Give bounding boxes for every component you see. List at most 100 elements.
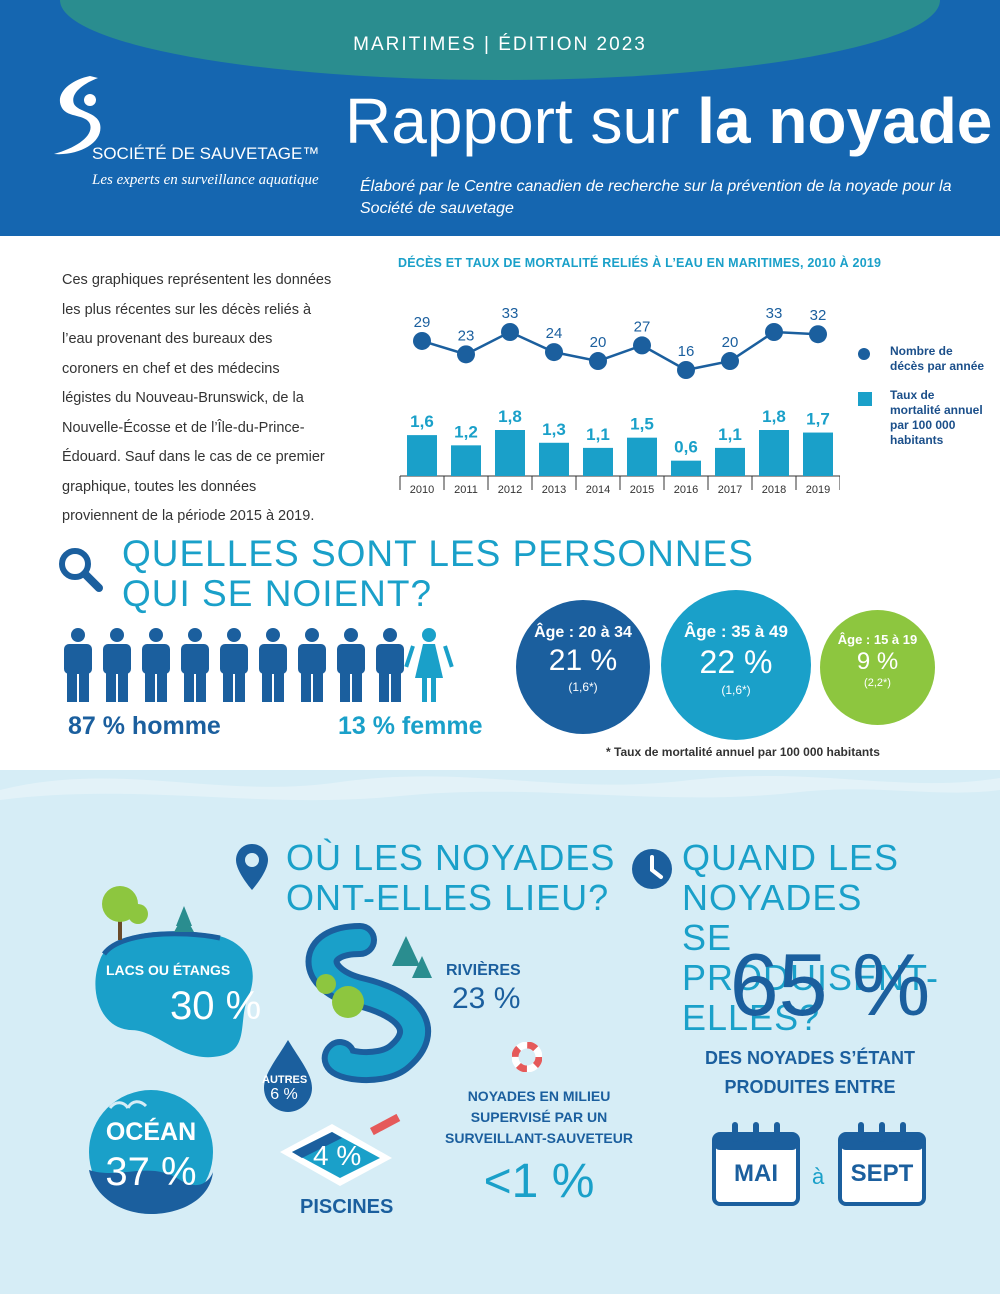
- gender-pictogram: [64, 628, 454, 702]
- calendar-icon-to: SEPT: [838, 1122, 926, 1206]
- when-title: QUAND LES NOYADES SE PRODUISENT-ELLES?: [682, 838, 1000, 1038]
- year-tick-label: 2018: [762, 484, 786, 496]
- deaths-label: 20: [722, 334, 739, 351]
- rate-bar-label: 1,8: [762, 407, 786, 426]
- male-icon: [337, 628, 365, 702]
- supervised-percentage: <1 %: [483, 1155, 595, 1208]
- page-title: Rapport sur la noyade: [345, 84, 992, 158]
- rate-bar-label: 1,1: [586, 425, 610, 444]
- tree-icon: [392, 936, 420, 966]
- year-tick-label: 2016: [674, 484, 698, 496]
- year-tick-label: 2011: [454, 484, 478, 496]
- legend-square-marker: [858, 392, 872, 406]
- footnote: * Taux de mortalité annuel par 100 000 h…: [606, 745, 880, 759]
- deaths-point: [809, 325, 827, 344]
- rate-bar-label: 1,2: [454, 422, 478, 441]
- deaths-point: [765, 323, 783, 341]
- male-icon: [181, 628, 209, 702]
- deaths-label: 20: [590, 334, 607, 351]
- where-title-line2: ONT-ELLES LIEU?: [286, 877, 610, 918]
- deaths-line: [421, 330, 819, 372]
- age-percentage: 21 %: [548, 644, 618, 677]
- year-tick-label: 2013: [542, 484, 566, 496]
- pools-label: PISCINES: [300, 1196, 394, 1218]
- rivers-label: RIVIÈRES: [446, 962, 521, 979]
- lakes-percentage: 30 %: [170, 984, 262, 1028]
- age-range: Âge : 35 à 49: [684, 622, 788, 641]
- chart-legend: Nombre de décès par année Taux de mortal…: [858, 344, 988, 462]
- intro-paragraph: Ces graphiques représentent les données …: [62, 272, 332, 524]
- male-icon: [259, 628, 287, 702]
- calendar-icon-from: MAI: [712, 1122, 800, 1206]
- year-tick-label: 2017: [718, 484, 742, 496]
- year-tick-label: 2015: [630, 484, 654, 496]
- lifesaving-society-logo-icon: [54, 76, 101, 155]
- rate-bar-label: 0,6: [674, 438, 698, 457]
- search-icon: [59, 548, 103, 592]
- deaths-label: 33: [766, 305, 783, 322]
- year-tick-label: 2014: [586, 484, 610, 496]
- legend-label-rate: Taux de mortalité annuel par 100 000 hab…: [890, 388, 983, 447]
- rate-bar: [715, 447, 745, 476]
- male-icon: [103, 628, 131, 702]
- who-title-line1: QUELLES SONT LES PERSONNES: [122, 533, 754, 574]
- year-tick-label: 2019: [806, 484, 830, 496]
- deaths-label: 33: [502, 305, 519, 322]
- month-from: MAI: [734, 1160, 778, 1187]
- legend-item-deaths: Nombre de décès par année: [858, 344, 988, 374]
- age-bubble-15-19: Âge : 15 à 19 9 % (2,2*): [820, 610, 935, 725]
- clock-icon: [632, 849, 672, 889]
- deaths-point: [589, 352, 607, 371]
- title-light: Rapport sur: [345, 85, 698, 157]
- deaths-point: [545, 343, 563, 362]
- edition-label: MARITIMES | ÉDITION 2023: [353, 34, 647, 55]
- when-title-line1: QUAND LES NOYADES: [682, 837, 900, 918]
- pools-percentage: 4 %: [313, 1140, 362, 1171]
- deaths-point: [501, 323, 519, 341]
- age-range: Âge : 20 à 34: [534, 624, 632, 641]
- rate-bar-label: 1,5: [630, 415, 654, 434]
- when-title-line2: SE PRODUISENT-ELLES?: [682, 917, 940, 1038]
- deaths-label: 32: [810, 307, 827, 324]
- age-percentage: 9 %: [856, 648, 899, 675]
- rate-bar-label: 1,3: [542, 420, 566, 439]
- rate-bar: [495, 430, 525, 476]
- who-title: QUELLES SONT LES PERSONNES QUI SE NOIENT…: [122, 534, 754, 614]
- age-rate: (1,6*): [568, 680, 598, 694]
- rivers-percentage: 23 %: [452, 982, 521, 1015]
- deaths-rate-chart: 1,6 2010 1,2 2011 1,8 2012 1,3 2013 1,1 2014 1,5 20…: [399, 305, 840, 496]
- calendar-icon: [712, 1122, 800, 1206]
- lakes-label: LACS OU ÉTANGS: [106, 962, 231, 978]
- men-percentage: 87 % homme: [68, 712, 221, 740]
- rate-bar: [671, 460, 701, 476]
- legend-item-rate: Taux de mortalité annuel par 100 000 hab…: [858, 388, 988, 448]
- legend-label-deaths: Nombre de décès par année: [890, 344, 985, 373]
- deaths-label: 16: [678, 343, 695, 360]
- calendar-icon: [838, 1122, 926, 1206]
- deaths-point: [413, 331, 431, 350]
- deaths-label: 29: [414, 314, 431, 331]
- when-percentage: 65 %: [729, 935, 931, 1034]
- deaths-point: [457, 345, 475, 364]
- title-bold: la noyade: [697, 85, 993, 157]
- rate-bar: [407, 435, 437, 476]
- rate-bar: [759, 430, 789, 476]
- when-subtitle: DES NOYADES S’ÉTANT PRODUITES ENTRE: [704, 1048, 916, 1097]
- women-percentage: 13 % femme: [338, 712, 483, 740]
- lifebuoy-icon: [512, 1042, 542, 1072]
- age-range: Âge : 15 à 19: [837, 632, 918, 647]
- legend-dot-marker: [858, 348, 870, 360]
- rate-bar: [627, 437, 657, 476]
- year-tick-label: 2010: [410, 484, 434, 496]
- where-illustration: [89, 886, 432, 1214]
- other-percentage: 6 %: [270, 1086, 298, 1103]
- male-icon: [142, 628, 170, 702]
- page-subtitle: Élaboré par le Centre canadien de recher…: [360, 178, 952, 217]
- where-title: OÙ LES NOYADES ONT-ELLES LIEU?: [286, 838, 615, 918]
- age-bubble-20-34: Âge : 20 à 34 21 % (1,6*): [516, 600, 650, 734]
- male-icon: [376, 628, 404, 702]
- other-label: AUTRES: [262, 1074, 308, 1086]
- ocean-label: OCÉAN: [105, 1118, 197, 1146]
- ocean-percentage: 37 %: [105, 1150, 197, 1194]
- male-icon: [64, 628, 92, 702]
